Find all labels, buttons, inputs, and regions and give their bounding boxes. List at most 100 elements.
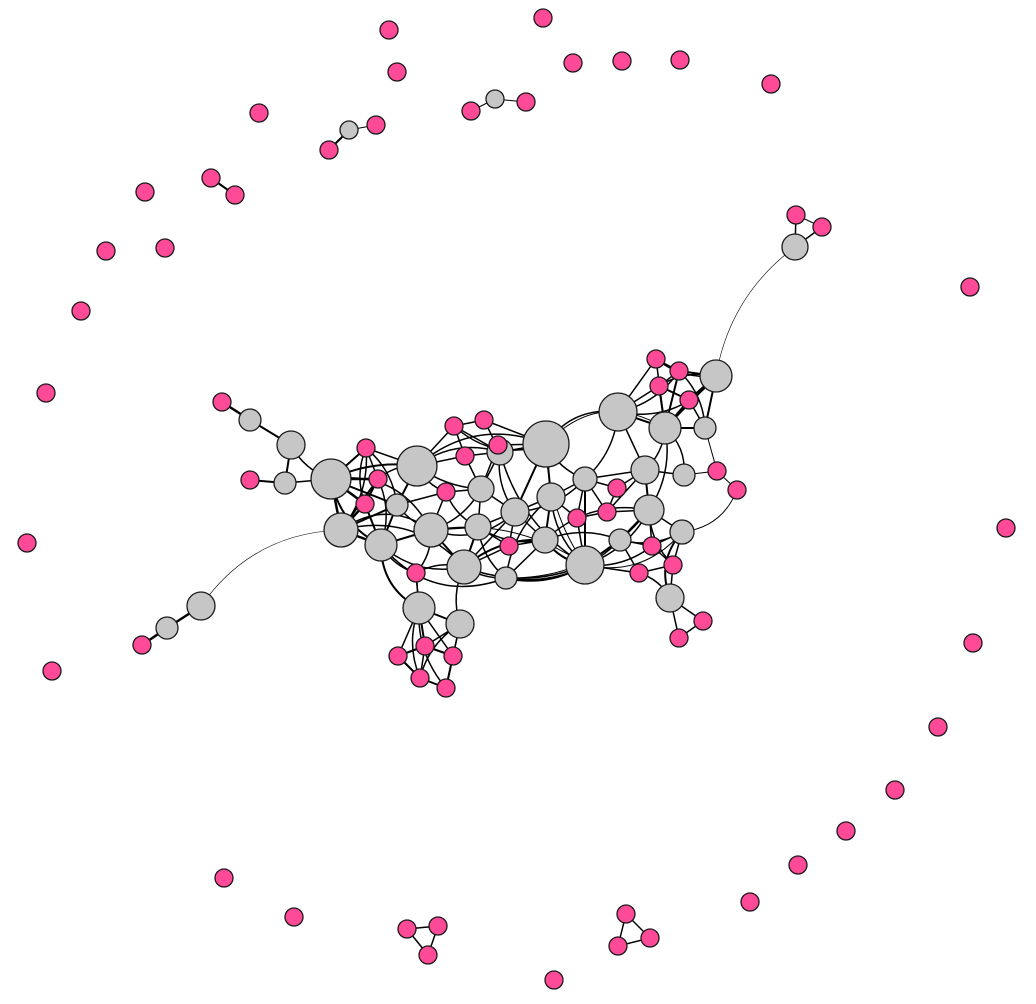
pink-node [836,821,856,841]
gray-node [500,497,530,527]
pink-node [368,469,388,489]
pink-node [461,101,481,121]
pink-node [455,446,475,466]
pink-node [608,936,628,956]
pink-node [284,907,304,927]
pink-node [488,435,508,455]
gray-node [464,513,492,541]
gray-node [565,545,605,585]
gray-node [445,609,475,639]
gray-node [186,591,216,621]
pink-node [214,868,234,888]
pink-node [436,678,456,698]
pink-node [996,518,1016,538]
node-layer [17,8,1016,990]
pink-node [379,20,399,40]
pink-node [436,482,456,502]
gray-node [672,463,696,487]
gray-node [669,519,695,545]
pink-node [640,928,660,948]
gray-node [522,420,570,468]
pink-node [135,182,155,202]
gray-node [155,616,179,640]
gray-node [323,512,359,548]
pink-node [693,611,713,631]
pink-node [679,390,699,410]
gray-node [630,455,660,485]
pink-node [563,53,583,73]
pink-node [885,780,905,800]
pink-node [646,349,666,369]
gray-node [781,233,809,261]
pink-node [443,646,463,666]
pink-node [155,238,175,258]
gray-node [699,359,733,393]
pink-node [963,633,983,653]
pink-node [132,635,152,655]
pink-node [761,74,781,94]
gray-node [485,89,505,109]
gray-node [572,466,598,492]
pink-node [42,661,62,681]
gray-node [598,392,638,432]
graph-edge [380,544,507,588]
pink-node [388,646,408,666]
pink-node [387,62,407,82]
pink-node [96,241,116,261]
pink-node [240,470,260,490]
pink-node [410,668,430,688]
gray-node [273,471,297,495]
graph-edge [200,529,342,607]
pink-node [597,502,617,522]
gray-node [531,526,559,554]
gray-node [655,583,685,613]
gray-node [396,445,438,487]
pink-node [71,301,91,321]
pink-node [366,115,386,135]
pink-node [649,376,669,396]
gray-node [276,430,306,460]
pink-node [544,970,564,990]
pink-node [629,563,649,583]
pink-node [516,92,536,112]
gray-node [310,458,352,500]
gray-node [385,493,409,517]
pink-node [670,50,690,70]
pink-node [812,217,832,237]
pink-node [669,361,689,381]
pink-node [356,438,376,458]
pink-node [355,494,375,514]
gray-node [238,408,262,432]
pink-node [960,277,980,297]
pink-node [567,508,587,528]
gray-node [467,475,495,503]
pink-node [36,383,56,403]
gray-node [402,591,436,625]
pink-node [225,185,245,205]
pink-node [474,410,494,430]
graph-edge [715,246,796,377]
pink-node [616,904,636,924]
pink-node [788,855,808,875]
pink-node [428,916,448,936]
gray-node [413,512,449,548]
gray-node [339,120,359,140]
pink-node [444,416,464,436]
pink-node [319,140,339,160]
gray-node [633,494,665,526]
gray-node [608,528,632,552]
pink-node [212,392,232,412]
gray-node [693,416,717,440]
pink-node [663,555,683,575]
gray-node [494,566,518,590]
gray-node [446,549,482,585]
pink-node [415,636,435,656]
pink-node [928,717,948,737]
pink-node [533,8,553,28]
pink-node [786,205,806,225]
gray-node [536,482,566,512]
pink-node [406,563,426,583]
gray-node [364,528,398,562]
pink-node [249,103,269,123]
